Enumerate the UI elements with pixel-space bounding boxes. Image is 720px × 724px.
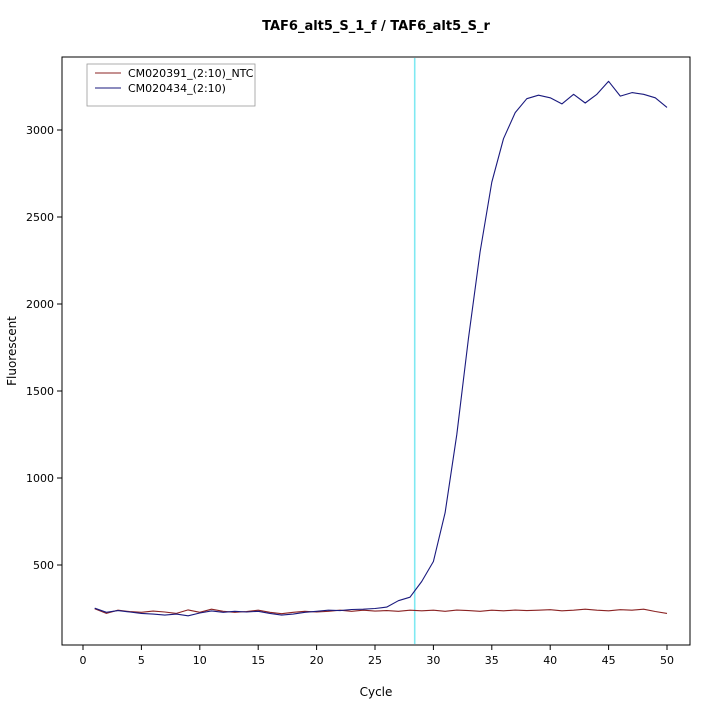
- x-tick-label: 15: [251, 654, 265, 667]
- y-tick-label: 2000: [26, 298, 54, 311]
- x-tick-label: 30: [426, 654, 440, 667]
- chart-title: TAF6_alt5_S_1_f / TAF6_alt5_S_r: [262, 19, 490, 34]
- legend-label: CM020434_(2:10): [128, 82, 226, 95]
- series-line-1: [94, 80, 668, 617]
- x-tick-label: 50: [660, 654, 674, 667]
- x-tick-label: 35: [485, 654, 499, 667]
- x-tick-label: 20: [310, 654, 324, 667]
- x-tick-label: 10: [193, 654, 207, 667]
- y-tick-label: 3000: [26, 124, 54, 137]
- y-tick-label: 2500: [26, 211, 54, 224]
- y-tick-label: 1000: [26, 472, 54, 485]
- plot-border: [61, 56, 691, 646]
- series-line-0: [94, 608, 668, 615]
- chart-plot-area: 0 5 10 15 20 25 30 35 40 45 50 500 1000 1500 2000 2500 3…: [26, 56, 691, 667]
- x-tick-label: 45: [602, 654, 616, 667]
- x-tick-label: 5: [138, 654, 145, 667]
- x-tick-label: 40: [543, 654, 557, 667]
- x-axis-label: Cycle: [360, 685, 393, 699]
- legend-label: CM020391_(2:10)_NTC: [128, 67, 254, 80]
- legend-box: [86, 63, 256, 107]
- y-axis-label: Fluorescent: [5, 316, 19, 386]
- y-tick-label: 1500: [26, 385, 54, 398]
- y-tick-label: 500: [33, 559, 54, 572]
- x-tick-label: 0: [80, 654, 87, 667]
- x-tick-label: 25: [368, 654, 382, 667]
